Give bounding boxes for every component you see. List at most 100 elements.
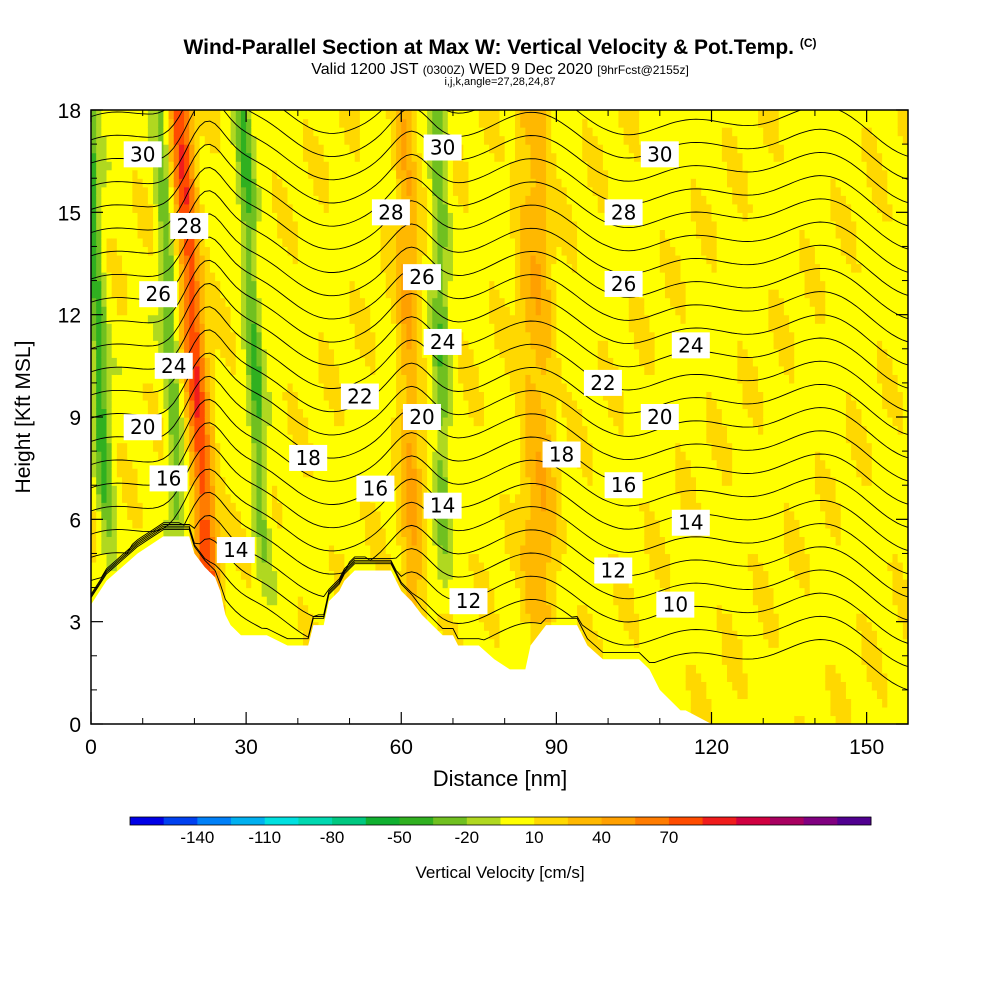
velocity-cell xyxy=(158,118,164,128)
velocity-cell xyxy=(375,408,382,418)
velocity-cell xyxy=(230,331,237,341)
velocity-cell xyxy=(292,596,299,606)
velocity-cell xyxy=(91,135,97,145)
velocity-cell xyxy=(111,152,118,162)
velocity-cell xyxy=(163,399,170,410)
velocity-cell xyxy=(111,399,118,410)
velocity-cell xyxy=(111,382,118,393)
velocity-cell xyxy=(111,110,118,120)
velocity-cell xyxy=(96,417,102,427)
velocity-cell xyxy=(271,527,278,537)
velocity-cell xyxy=(421,229,428,239)
velocity-cell xyxy=(385,442,392,452)
velocity-cell xyxy=(204,237,211,248)
velocity-cell xyxy=(401,229,408,239)
velocity-cell xyxy=(209,527,216,537)
velocity-cell xyxy=(220,280,227,290)
velocity-cell xyxy=(344,485,351,495)
velocity-cell xyxy=(215,579,221,589)
velocity-cell xyxy=(163,408,170,418)
velocity-cell xyxy=(271,127,278,137)
velocity-cell xyxy=(142,212,149,222)
velocity-cell xyxy=(106,417,113,427)
velocity-cell xyxy=(282,621,289,631)
velocity-cell xyxy=(401,186,408,196)
velocity-cell xyxy=(261,502,268,512)
velocity-cell xyxy=(380,365,387,375)
velocity-cell xyxy=(225,510,232,520)
velocity-cell xyxy=(359,152,366,162)
velocity-cell xyxy=(334,229,340,239)
velocity-cell xyxy=(297,425,304,435)
velocity-cell xyxy=(282,110,289,120)
velocity-cell xyxy=(427,604,433,614)
velocity-cell xyxy=(375,118,382,128)
velocity-cell xyxy=(396,169,402,179)
velocity-cell xyxy=(199,510,206,520)
velocity-cell xyxy=(266,297,273,307)
velocity-cell xyxy=(427,118,433,128)
velocity-cell xyxy=(215,527,221,537)
velocity-cell xyxy=(116,493,123,503)
velocity-cell xyxy=(303,229,309,239)
velocity-cell xyxy=(261,442,268,452)
velocity-cell xyxy=(396,553,402,563)
velocity-cell xyxy=(432,442,439,452)
velocity-cell xyxy=(349,144,356,154)
velocity-cell xyxy=(189,476,196,486)
velocity-cell xyxy=(277,135,283,145)
velocity-cell xyxy=(442,587,449,597)
velocity-cell xyxy=(96,135,102,145)
velocity-cell xyxy=(220,579,227,589)
velocity-cell xyxy=(163,161,170,171)
velocity-cell xyxy=(101,280,108,290)
velocity-cell xyxy=(240,527,247,537)
velocity-cell xyxy=(282,323,289,333)
velocity-cell xyxy=(334,272,340,282)
velocity-cell xyxy=(287,425,294,435)
velocity-cell xyxy=(163,254,170,265)
velocity-cell xyxy=(137,272,144,282)
velocity-cell xyxy=(380,425,387,435)
velocity-cell xyxy=(390,340,397,350)
velocity-cell xyxy=(339,442,345,452)
velocity-cell xyxy=(91,110,97,120)
velocity-cell xyxy=(122,203,128,213)
velocity-cell xyxy=(199,434,206,444)
velocity-cell xyxy=(178,323,185,333)
velocity-cell xyxy=(421,110,428,120)
velocity-cell xyxy=(178,382,185,393)
velocity-cell xyxy=(246,391,252,401)
velocity-cell xyxy=(225,186,232,196)
velocity-cell xyxy=(359,365,366,375)
velocity-cell xyxy=(359,340,366,350)
velocity-cell xyxy=(127,331,133,341)
velocity-cell xyxy=(266,451,273,461)
velocity-cell xyxy=(390,289,397,299)
velocity-cell xyxy=(220,178,227,188)
velocity-cell xyxy=(344,365,351,375)
velocity-cell xyxy=(246,340,252,350)
velocity-cell xyxy=(354,459,361,469)
velocity-cell xyxy=(328,272,335,282)
velocity-cell xyxy=(370,348,376,358)
velocity-cell xyxy=(91,254,97,265)
velocity-cell xyxy=(308,229,314,239)
velocity-cell xyxy=(235,152,242,162)
velocity-cell xyxy=(313,493,320,503)
velocity-cell xyxy=(204,203,211,213)
velocity-cell xyxy=(91,246,97,256)
velocity-cell xyxy=(401,357,408,367)
velocity-cell xyxy=(359,246,366,256)
velocity-cell xyxy=(246,254,252,265)
velocity-cell xyxy=(111,536,118,546)
velocity-cell xyxy=(153,237,159,248)
velocity-cell xyxy=(225,340,232,350)
velocity-cell xyxy=(411,587,418,597)
velocity-cell xyxy=(318,203,325,213)
velocity-cell xyxy=(385,527,392,537)
velocity-cell xyxy=(349,169,356,179)
velocity-cell xyxy=(111,169,118,179)
velocity-cell xyxy=(442,485,449,495)
velocity-cell xyxy=(297,323,304,333)
